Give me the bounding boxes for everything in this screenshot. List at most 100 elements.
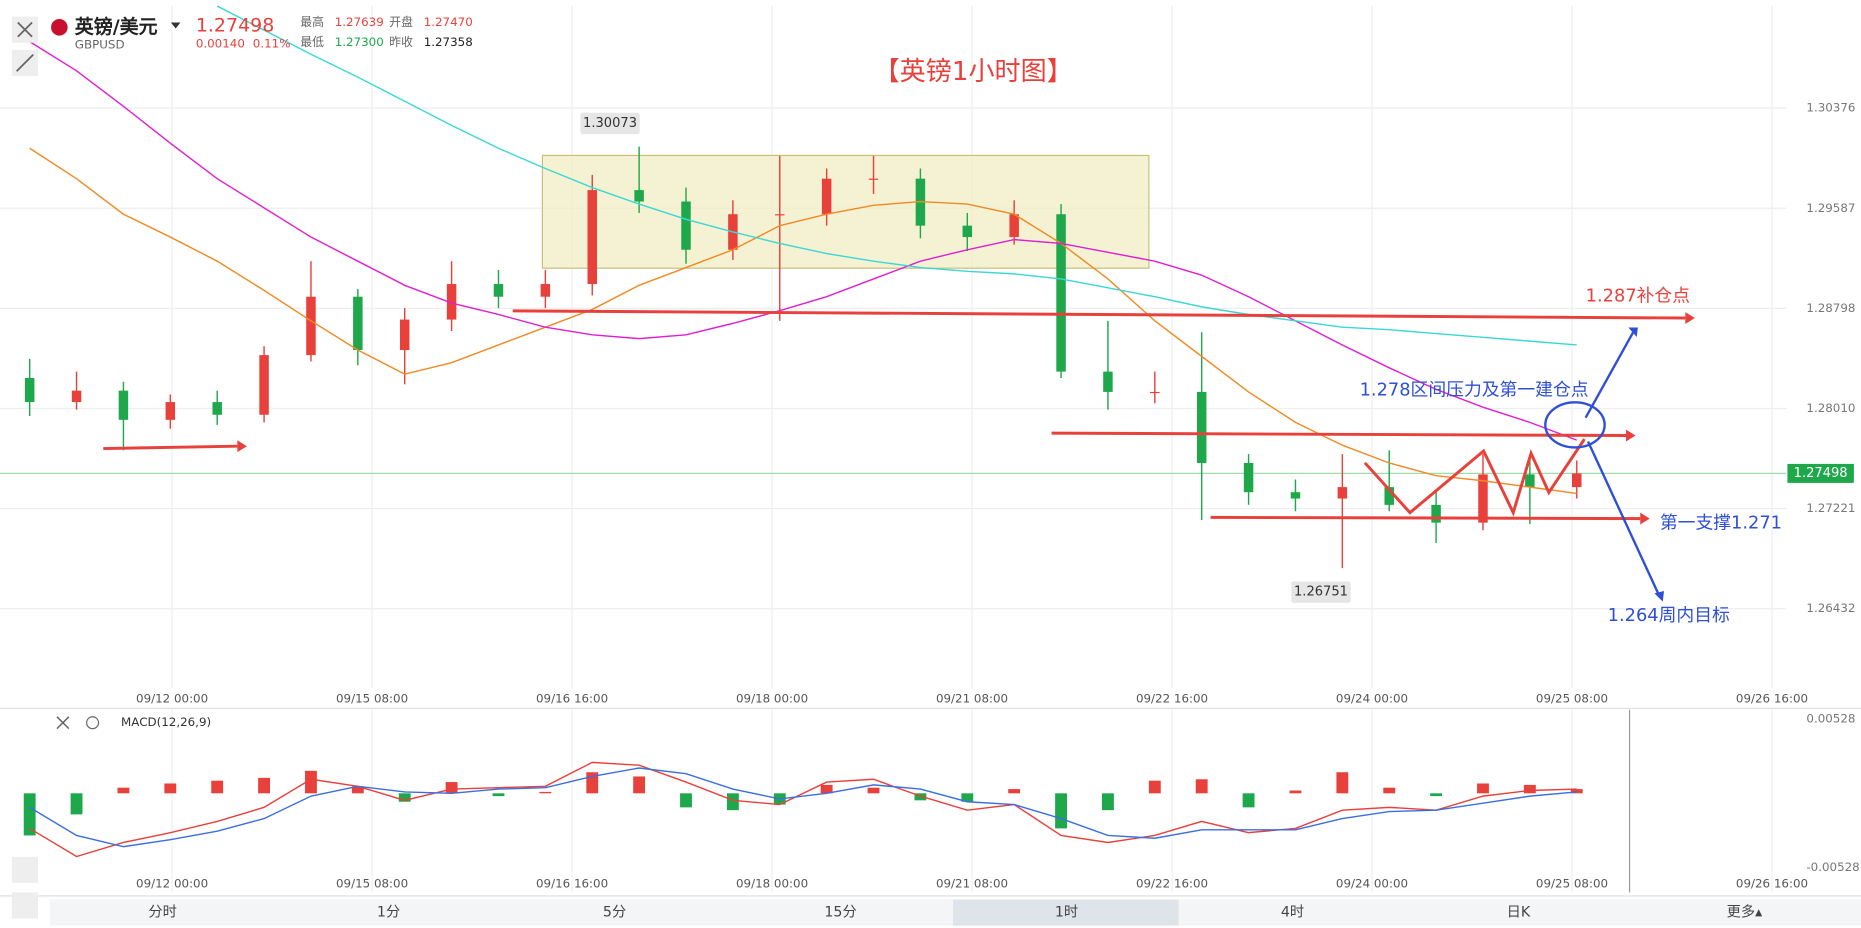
y-tick-label: 1.26432 [1806,601,1855,615]
candle-body [1009,214,1019,238]
macd-bar [492,793,505,797]
y-tick-label: 1.27221 [1806,501,1855,515]
up-arrow [1584,331,1635,419]
stat-label: 昨收 [389,35,413,49]
x-tick-label: 09/21 08:00 [936,691,1008,705]
annotation: 1.278区间压力及第一建仓点 [1360,379,1589,400]
macd-bar [1570,789,1583,794]
stat-value: 1.27358 [424,35,473,49]
macd-bar [211,780,224,794]
stat-label: 最高 [300,15,324,29]
macd-title: MACD(12,26,9) [121,715,211,729]
tab[interactable]: 4时 [1281,904,1304,921]
candle-body [1290,492,1301,499]
x-tick-label: 09/15 08:00 [336,691,408,705]
dropdown-icon[interactable] [170,22,181,29]
stat-value: 1.27470 [424,15,473,29]
symbol-code: GBPUSD [75,38,125,52]
candle-body [446,284,457,320]
low-label: 1.26751 [1294,585,1348,600]
line-series [29,40,1577,441]
close-icon [17,21,33,38]
macd-bar [117,787,130,794]
arrowhead [237,440,247,453]
macd-bar [164,783,177,794]
support-line [1210,515,1641,521]
x-tick-label: 09/15 08:00 [336,877,408,891]
annotation: 1.264周内目标 [1608,605,1730,626]
arrowhead [1628,327,1638,338]
flag-icon [51,18,68,36]
candle-body [24,377,35,403]
tabs: 分时 1分 5分 15分 1时 4时 日K 更多▴ [148,904,1763,921]
candle-body [1525,474,1535,488]
tab[interactable]: 1时 [1055,904,1078,921]
high-callout [580,112,640,135]
annotation: 第一支撑1.271 [1660,512,1782,533]
arrowheads [237,312,1695,525]
candle-body [1150,391,1160,394]
chart-title: 【英镑1小时图】 [874,57,1073,87]
macd-bar [1336,772,1349,794]
candle-body [775,214,785,216]
macd-bar [1102,793,1114,811]
tab[interactable]: 更多▴ [1727,904,1763,921]
candle-body [868,178,879,180]
x-tick-label: 09/24 00:00 [1336,877,1408,891]
candle-body [634,190,644,202]
macd-bar [1055,793,1067,829]
macd-bar [1242,793,1255,808]
annotation: 1.287补仓点 [1586,286,1690,307]
macd-bar [445,782,458,794]
candle-body [681,201,691,250]
macd-bar [1523,784,1536,794]
macd-bar [1477,783,1489,794]
macd-close[interactable] [56,716,70,730]
stat-label: 开盘 [389,15,413,29]
line-series [29,767,1577,848]
y-tick-label: -0.00528 [1806,860,1859,874]
resistance-line [1051,431,1627,438]
x-tick-label: 09/24 00:00 [1336,691,1408,705]
tab[interactable]: 15分 [824,904,856,921]
candle-body [1431,504,1441,523]
indicator-button[interactable] [11,892,38,919]
macd-settings[interactable] [86,716,100,730]
x-tick-label: 09/26 16:00 [1736,877,1808,891]
pencil-button[interactable] [11,856,38,883]
macd-bar [726,793,739,811]
macd-bar [305,770,317,794]
macd-bar [70,793,83,815]
candle-body [165,402,176,420]
candle-body [821,178,832,215]
macd-bar [1289,790,1302,794]
candle-body [1103,371,1113,392]
candle-body [1196,391,1207,463]
symbol-name[interactable]: 英镑/美元 [75,15,158,38]
draw-icon [15,53,34,72]
y-tick-label: 1.28798 [1806,301,1855,315]
tab[interactable]: 5分 [603,904,626,921]
macd-bar [23,793,36,836]
stat-value: 1.27300 [335,35,384,49]
tab[interactable]: 分时 [148,904,176,921]
y-tick-label: 1.28010 [1806,401,1855,415]
x-tick-label: 09/16 16:00 [536,877,608,891]
last-price: 1.27498 [196,15,274,37]
line-series [29,761,1577,858]
low-callout [1291,581,1351,603]
change-pct: 0.11% [253,36,291,50]
tab[interactable]: 1分 [377,904,400,921]
last-price-label: 1.27498 [1794,466,1848,481]
x-tick-label: 09/12 00:00 [136,691,208,705]
x-tick-label: 09/22 16:00 [1136,691,1208,705]
stat-value: 1.27639 [335,15,384,29]
tab-active [953,899,1179,926]
macd-bar [1383,787,1396,794]
tab[interactable]: 日K [1507,905,1531,921]
macd-bar [1008,789,1021,794]
macd-bar [258,777,271,794]
y-tick-label: 1.29587 [1806,201,1855,215]
support-line [103,444,238,451]
